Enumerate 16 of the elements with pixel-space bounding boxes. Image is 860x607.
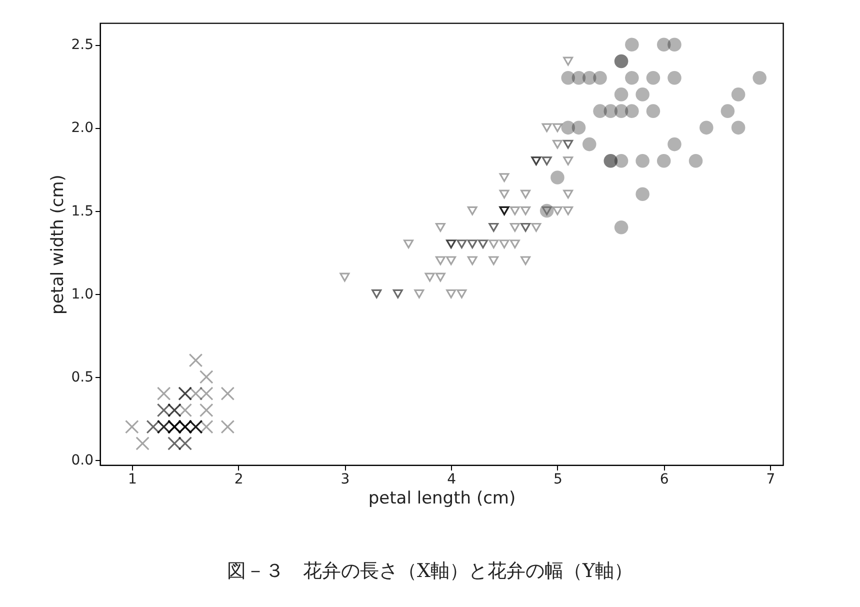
x-tick-label: 1: [128, 472, 137, 488]
y-tick-label: 1.5: [71, 203, 94, 220]
x-tick-label: 7: [766, 472, 776, 488]
y-tick-label: 2.0: [71, 120, 94, 136]
y-tick-label: 0.5: [71, 369, 94, 386]
x-tick-label: 4: [447, 472, 456, 488]
y-tick-label: 0.0: [71, 452, 94, 469]
text: 図－３ 花弁の長さ（X軸）と花弁の幅（Y軸）: [226, 559, 634, 584]
y-tick-label: 2.5: [71, 37, 94, 54]
x-tick-label: 6: [660, 472, 669, 488]
x-tick-label: 5: [554, 472, 562, 488]
y-axis-title: petal width (cm): [48, 174, 68, 314]
x-tick-label: 3: [340, 472, 350, 488]
x-axis-title: petal length (cm): [368, 488, 516, 508]
y-tick-label: 1.0: [71, 286, 94, 302]
x-tick-label: 2: [234, 472, 244, 488]
